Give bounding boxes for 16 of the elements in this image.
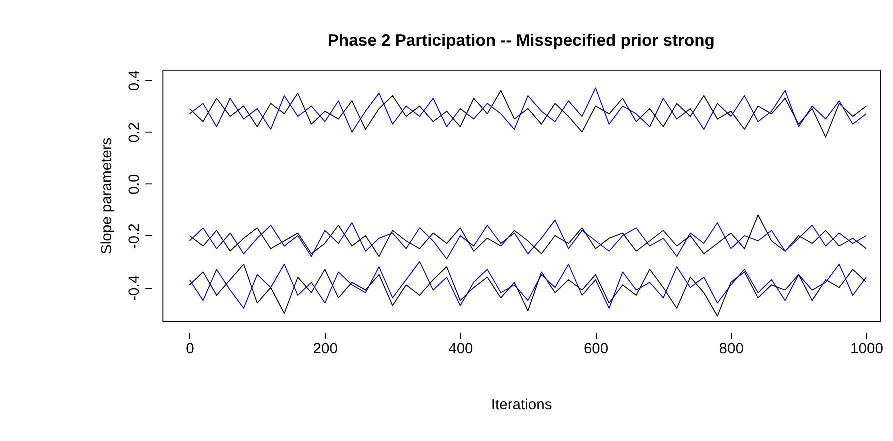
line-series <box>189 264 867 317</box>
x-tick-label: 600 <box>584 341 609 358</box>
x-tick-label: 200 <box>313 341 338 358</box>
y-tick-label: -0.2 <box>127 224 144 250</box>
x-axis-title: Iterations <box>491 398 552 414</box>
y-tick-label: 0.2 <box>127 122 144 143</box>
x-tick-label: 0 <box>186 341 194 358</box>
chart-title: Phase 2 Participation -- Misspecified prior strong <box>328 30 715 50</box>
line-series <box>189 261 867 309</box>
x-tick-label: 400 <box>448 341 474 358</box>
y-tick-label: -0.4 <box>127 275 144 301</box>
x-tick-label: 1000 <box>850 341 884 358</box>
x-tick-label: 800 <box>719 341 744 358</box>
y-tick-label: 0.0 <box>127 174 144 195</box>
y-axis-title: Slope parameters <box>99 138 116 254</box>
y-tick-label: 0.4 <box>127 70 144 92</box>
